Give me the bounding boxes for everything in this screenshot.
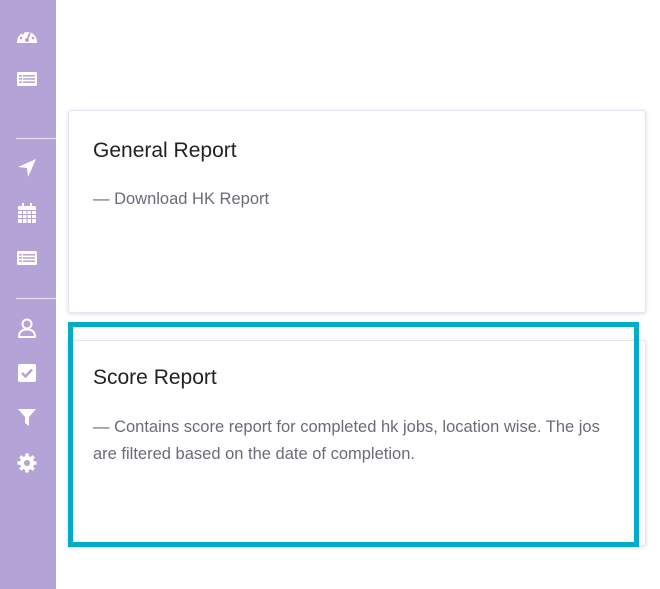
report-title[interactable]: General Report [93, 139, 237, 162]
sidebar-divider [16, 298, 56, 299]
gear-icon[interactable] [16, 452, 38, 474]
report-card-general[interactable]: General Report — Download HK Report [68, 110, 646, 313]
report-description: — Download HK Report [93, 190, 270, 208]
list-table-icon[interactable] [16, 68, 38, 90]
dashboard-gauge-icon[interactable] [16, 25, 38, 47]
list-table-icon[interactable] [16, 247, 38, 269]
navigation-arrow-icon[interactable] [16, 157, 38, 179]
user-icon[interactable] [16, 317, 38, 339]
sidebar [0, 0, 56, 589]
checkbox-icon[interactable] [16, 362, 38, 384]
report-card-score[interactable]: Score Report — Contains score report for… [68, 340, 646, 546]
filter-icon[interactable] [16, 406, 38, 428]
report-title[interactable]: Score Report [93, 366, 217, 389]
calendar-icon[interactable] [16, 202, 38, 224]
sidebar-divider [16, 138, 56, 139]
report-description: — Contains score report for completed hk… [93, 418, 600, 463]
